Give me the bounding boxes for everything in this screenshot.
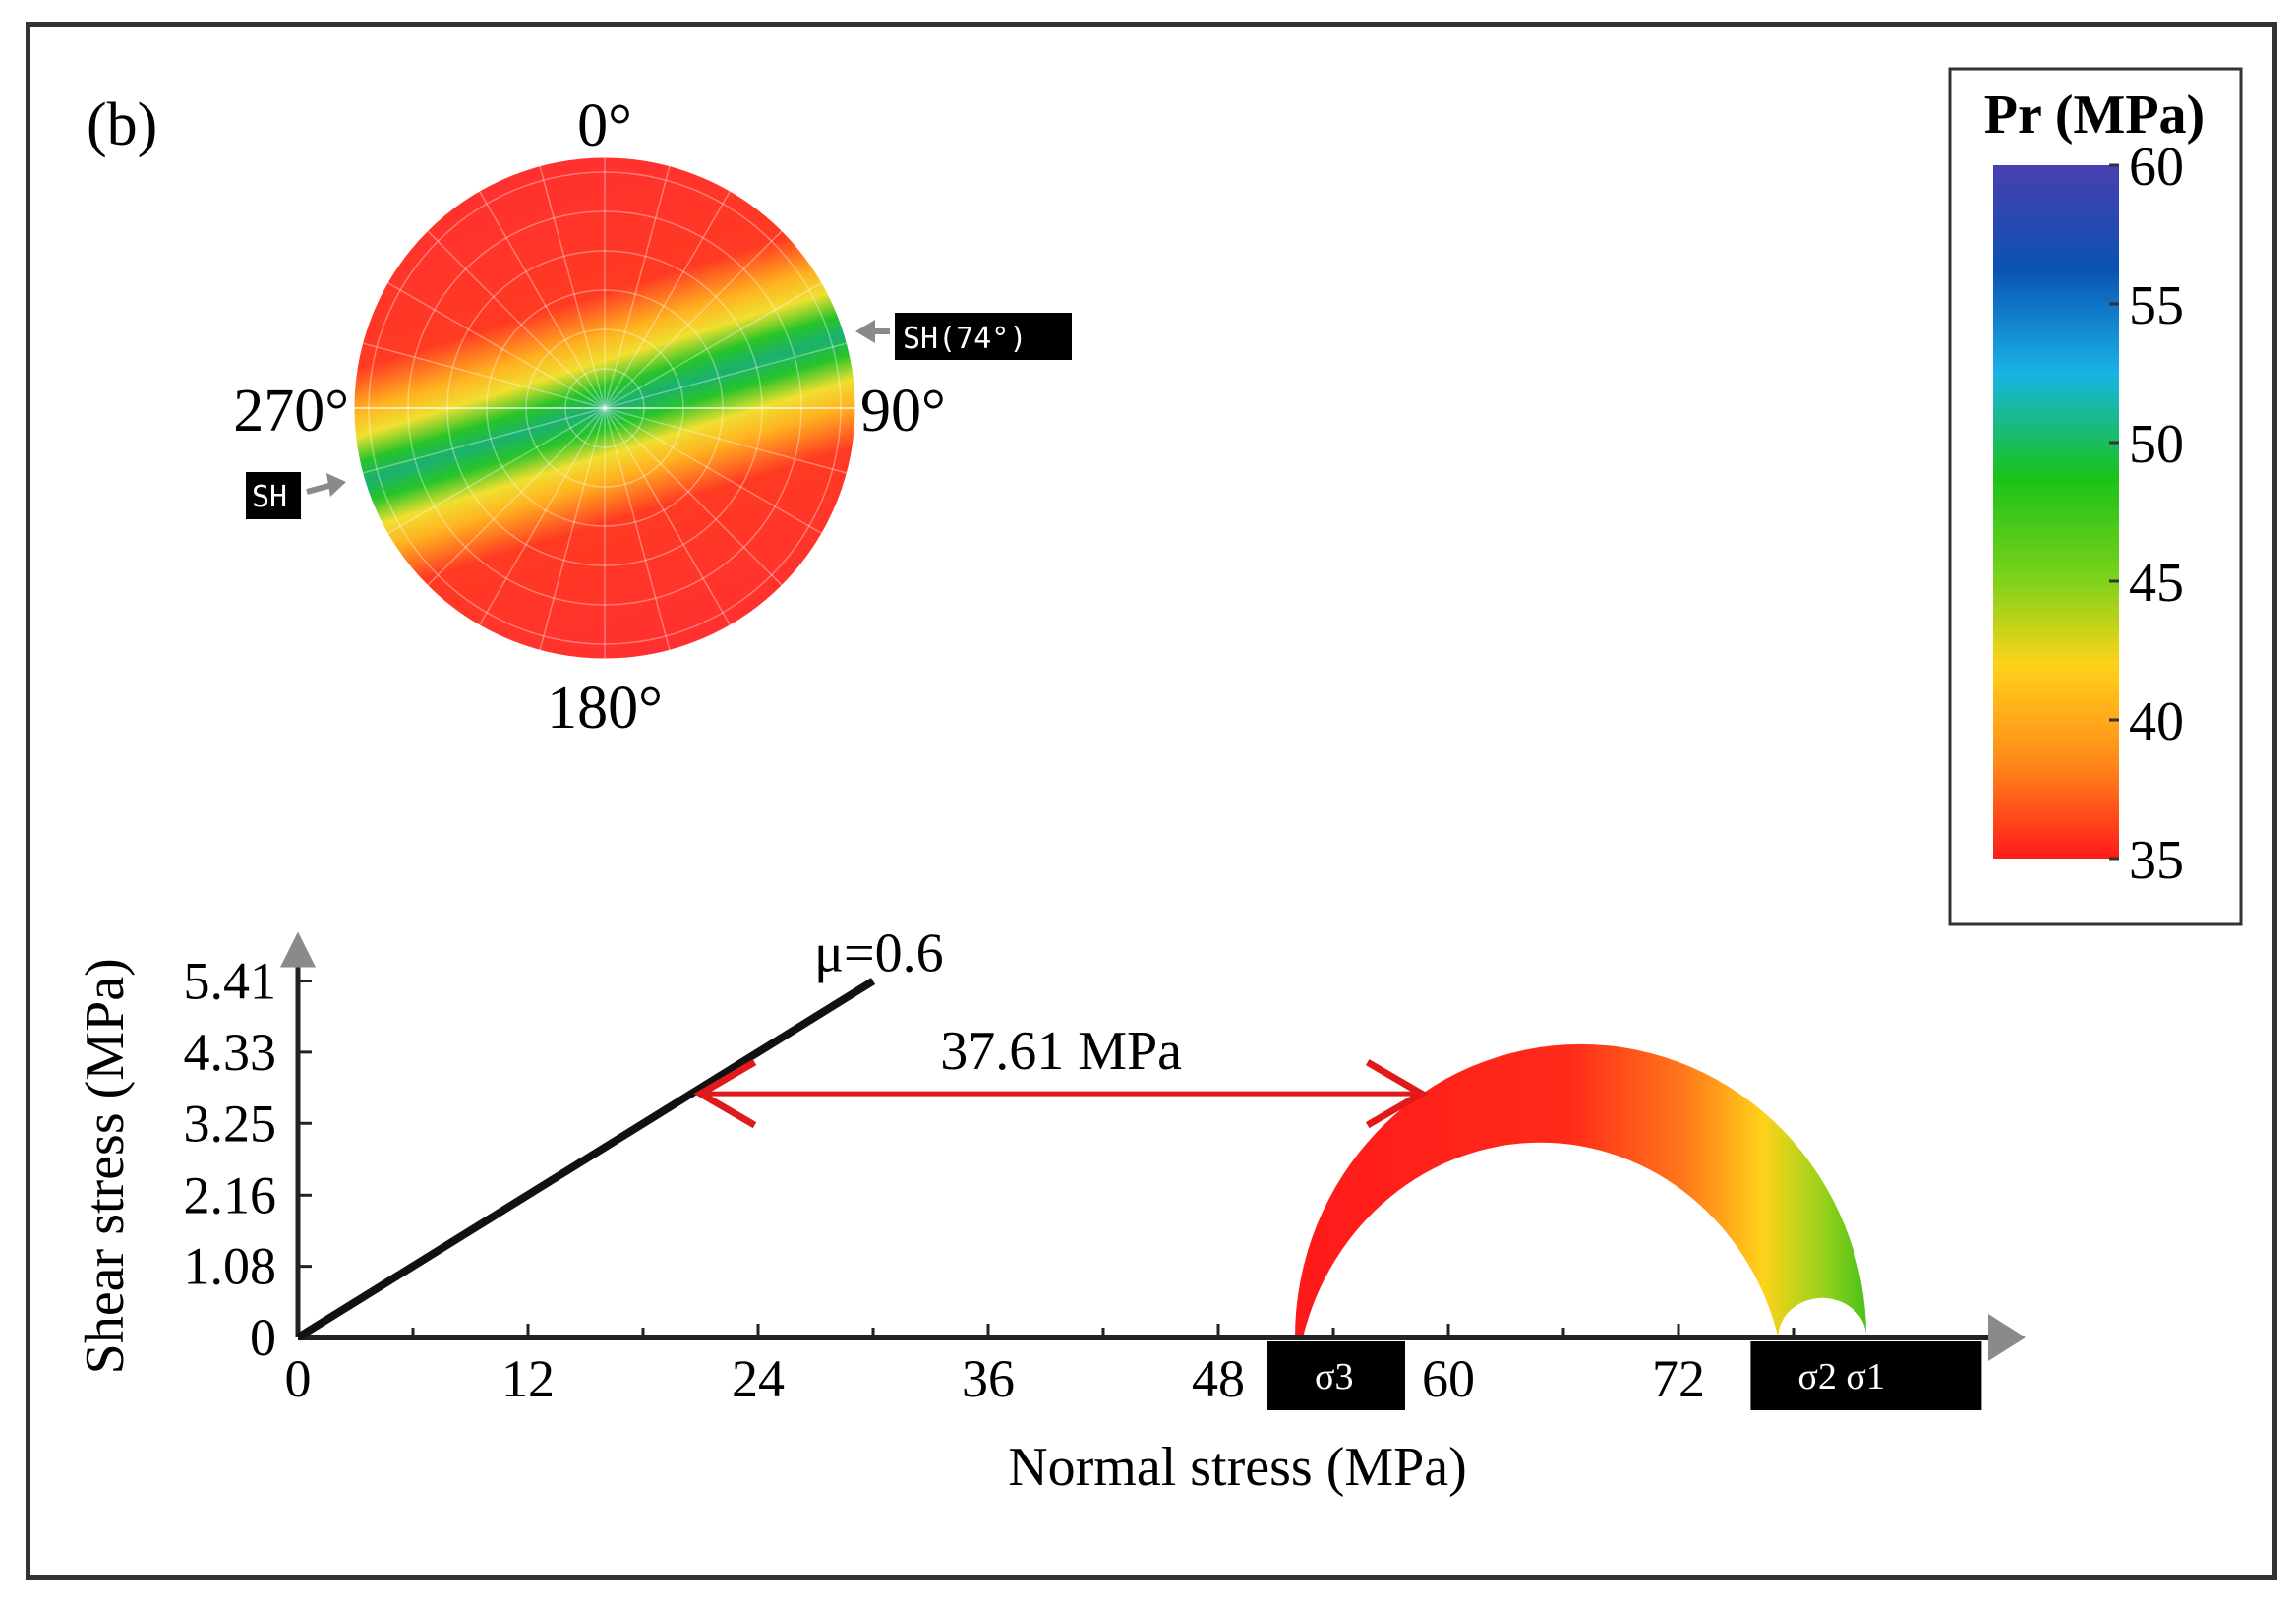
mohr-diagram: 0 12 24 36 48 60 72 01.082.163.254.335.41 μ=0.… [75, 923, 2026, 1498]
stereonet-grid-spoke [604, 407, 732, 626]
stereonet-grid-spoke [386, 407, 606, 535]
x-tick-label: 0 [285, 1349, 312, 1408]
x-tick-label: 36 [962, 1349, 1015, 1408]
stereonet-grid-spoke [604, 342, 848, 409]
x-tick-label: 24 [732, 1349, 785, 1408]
colorbar-tick-label: 60 [2129, 137, 2184, 198]
colorbar-tick-label: 55 [2129, 275, 2184, 336]
sigma3-marker: σ3 [1267, 1341, 1405, 1410]
sh-min-arrowhead-icon [326, 473, 346, 497]
sh-min-label: SH [252, 480, 287, 514]
x-tick-label: 12 [501, 1349, 555, 1408]
distance-arrow-left-head-icon [693, 1059, 757, 1129]
sh-max-label: SH(74°) [903, 322, 1027, 356]
stereonet-label-west: 270° [233, 378, 349, 445]
stereonet-grid-spoke [604, 190, 732, 409]
stereonet-grid-spoke [604, 165, 671, 409]
failure-line [295, 978, 876, 1341]
y-tick-marks: 0 1.08 2.16 3.25 4.33 5.41 [184, 952, 312, 1367]
failure-line-label: μ=0.6 [814, 923, 944, 984]
stereonet-grid-spoke [604, 281, 823, 409]
sigma2-sigma1-label: σ2 σ1 [1797, 1356, 1884, 1397]
y-axis-label: Shear stress (MPa) [75, 958, 136, 1374]
y-tick-label: 2.16 [184, 1165, 277, 1224]
colorbar-gradient [1993, 165, 2119, 859]
stereonet-grid-spoke [604, 230, 783, 409]
distance-label: 37.61 MPa [940, 1021, 1182, 1082]
stereonet-grid-spoke [427, 230, 606, 409]
colorbar-title: Pr (MPa) [1984, 85, 2205, 146]
sh-min-arrow-icon [306, 482, 333, 495]
stereonet-grid-spoke [604, 407, 848, 474]
stereonet-grid-spoke [539, 165, 606, 409]
x-axis-arrowhead-icon [1988, 1314, 2026, 1361]
distance-arrow-right-head-icon [1365, 1059, 1429, 1129]
sigma3-label: σ3 [1315, 1356, 1353, 1397]
x-tick-marks: 0 12 24 36 48 60 72 [285, 1324, 1796, 1408]
colorbar-tick-label: 35 [2129, 830, 2184, 891]
colorbar-tick-label: 45 [2129, 553, 2184, 614]
stereonet-grid-spoke [478, 190, 606, 409]
sh-min-box [246, 472, 301, 519]
stereonet-grid-spoke [539, 407, 606, 651]
x-tick-label: 60 [1422, 1349, 1475, 1408]
panel-label: (b) [87, 91, 157, 158]
colorbar-ticks: 60 55 50 45 40 35 [2109, 137, 2184, 891]
stereonet-grid-spoke [362, 407, 606, 474]
stereonet-label-south: 180° [547, 675, 663, 742]
sigma2-sigma1-marker: σ2 σ1 [1750, 1341, 1982, 1410]
distance-arrow [693, 1059, 1429, 1129]
stereonet-grid-spoke [604, 407, 823, 535]
y-tick-label: 5.41 [184, 952, 277, 1011]
y-tick-label: 4.33 [184, 1023, 277, 1082]
y-tick-label: 0 [250, 1308, 276, 1367]
y-axis-arrowhead-icon [280, 931, 316, 968]
figure-frame [26, 22, 2277, 1580]
mohr-circle-band [1295, 1043, 1867, 1337]
colorbar-tick-label: 40 [2129, 691, 2184, 752]
x-tick-label: 72 [1652, 1349, 1705, 1408]
y-tick-label: 1.08 [184, 1237, 277, 1296]
x-axis-label: Normal stress (MPa) [1008, 1437, 1467, 1498]
stereonet-grid-spoke [478, 407, 606, 626]
stereonet-label-east: 90° [860, 378, 946, 445]
stereonet-grid-spoke [386, 281, 606, 409]
stereonet-grid-spoke [604, 407, 671, 651]
sh-max-box [895, 313, 1072, 360]
stereonet-grid-spoke [362, 342, 606, 409]
colorbar-tick-label: 50 [2129, 414, 2184, 475]
stereonet-label-north: 0° [577, 92, 632, 159]
x-tick-label: 48 [1192, 1349, 1245, 1408]
stereonet-grid-spoke [427, 407, 606, 586]
stereonet-grid-spoke [604, 407, 783, 586]
y-tick-label: 3.25 [184, 1094, 277, 1153]
sh-max-arrowhead-icon [855, 320, 875, 343]
